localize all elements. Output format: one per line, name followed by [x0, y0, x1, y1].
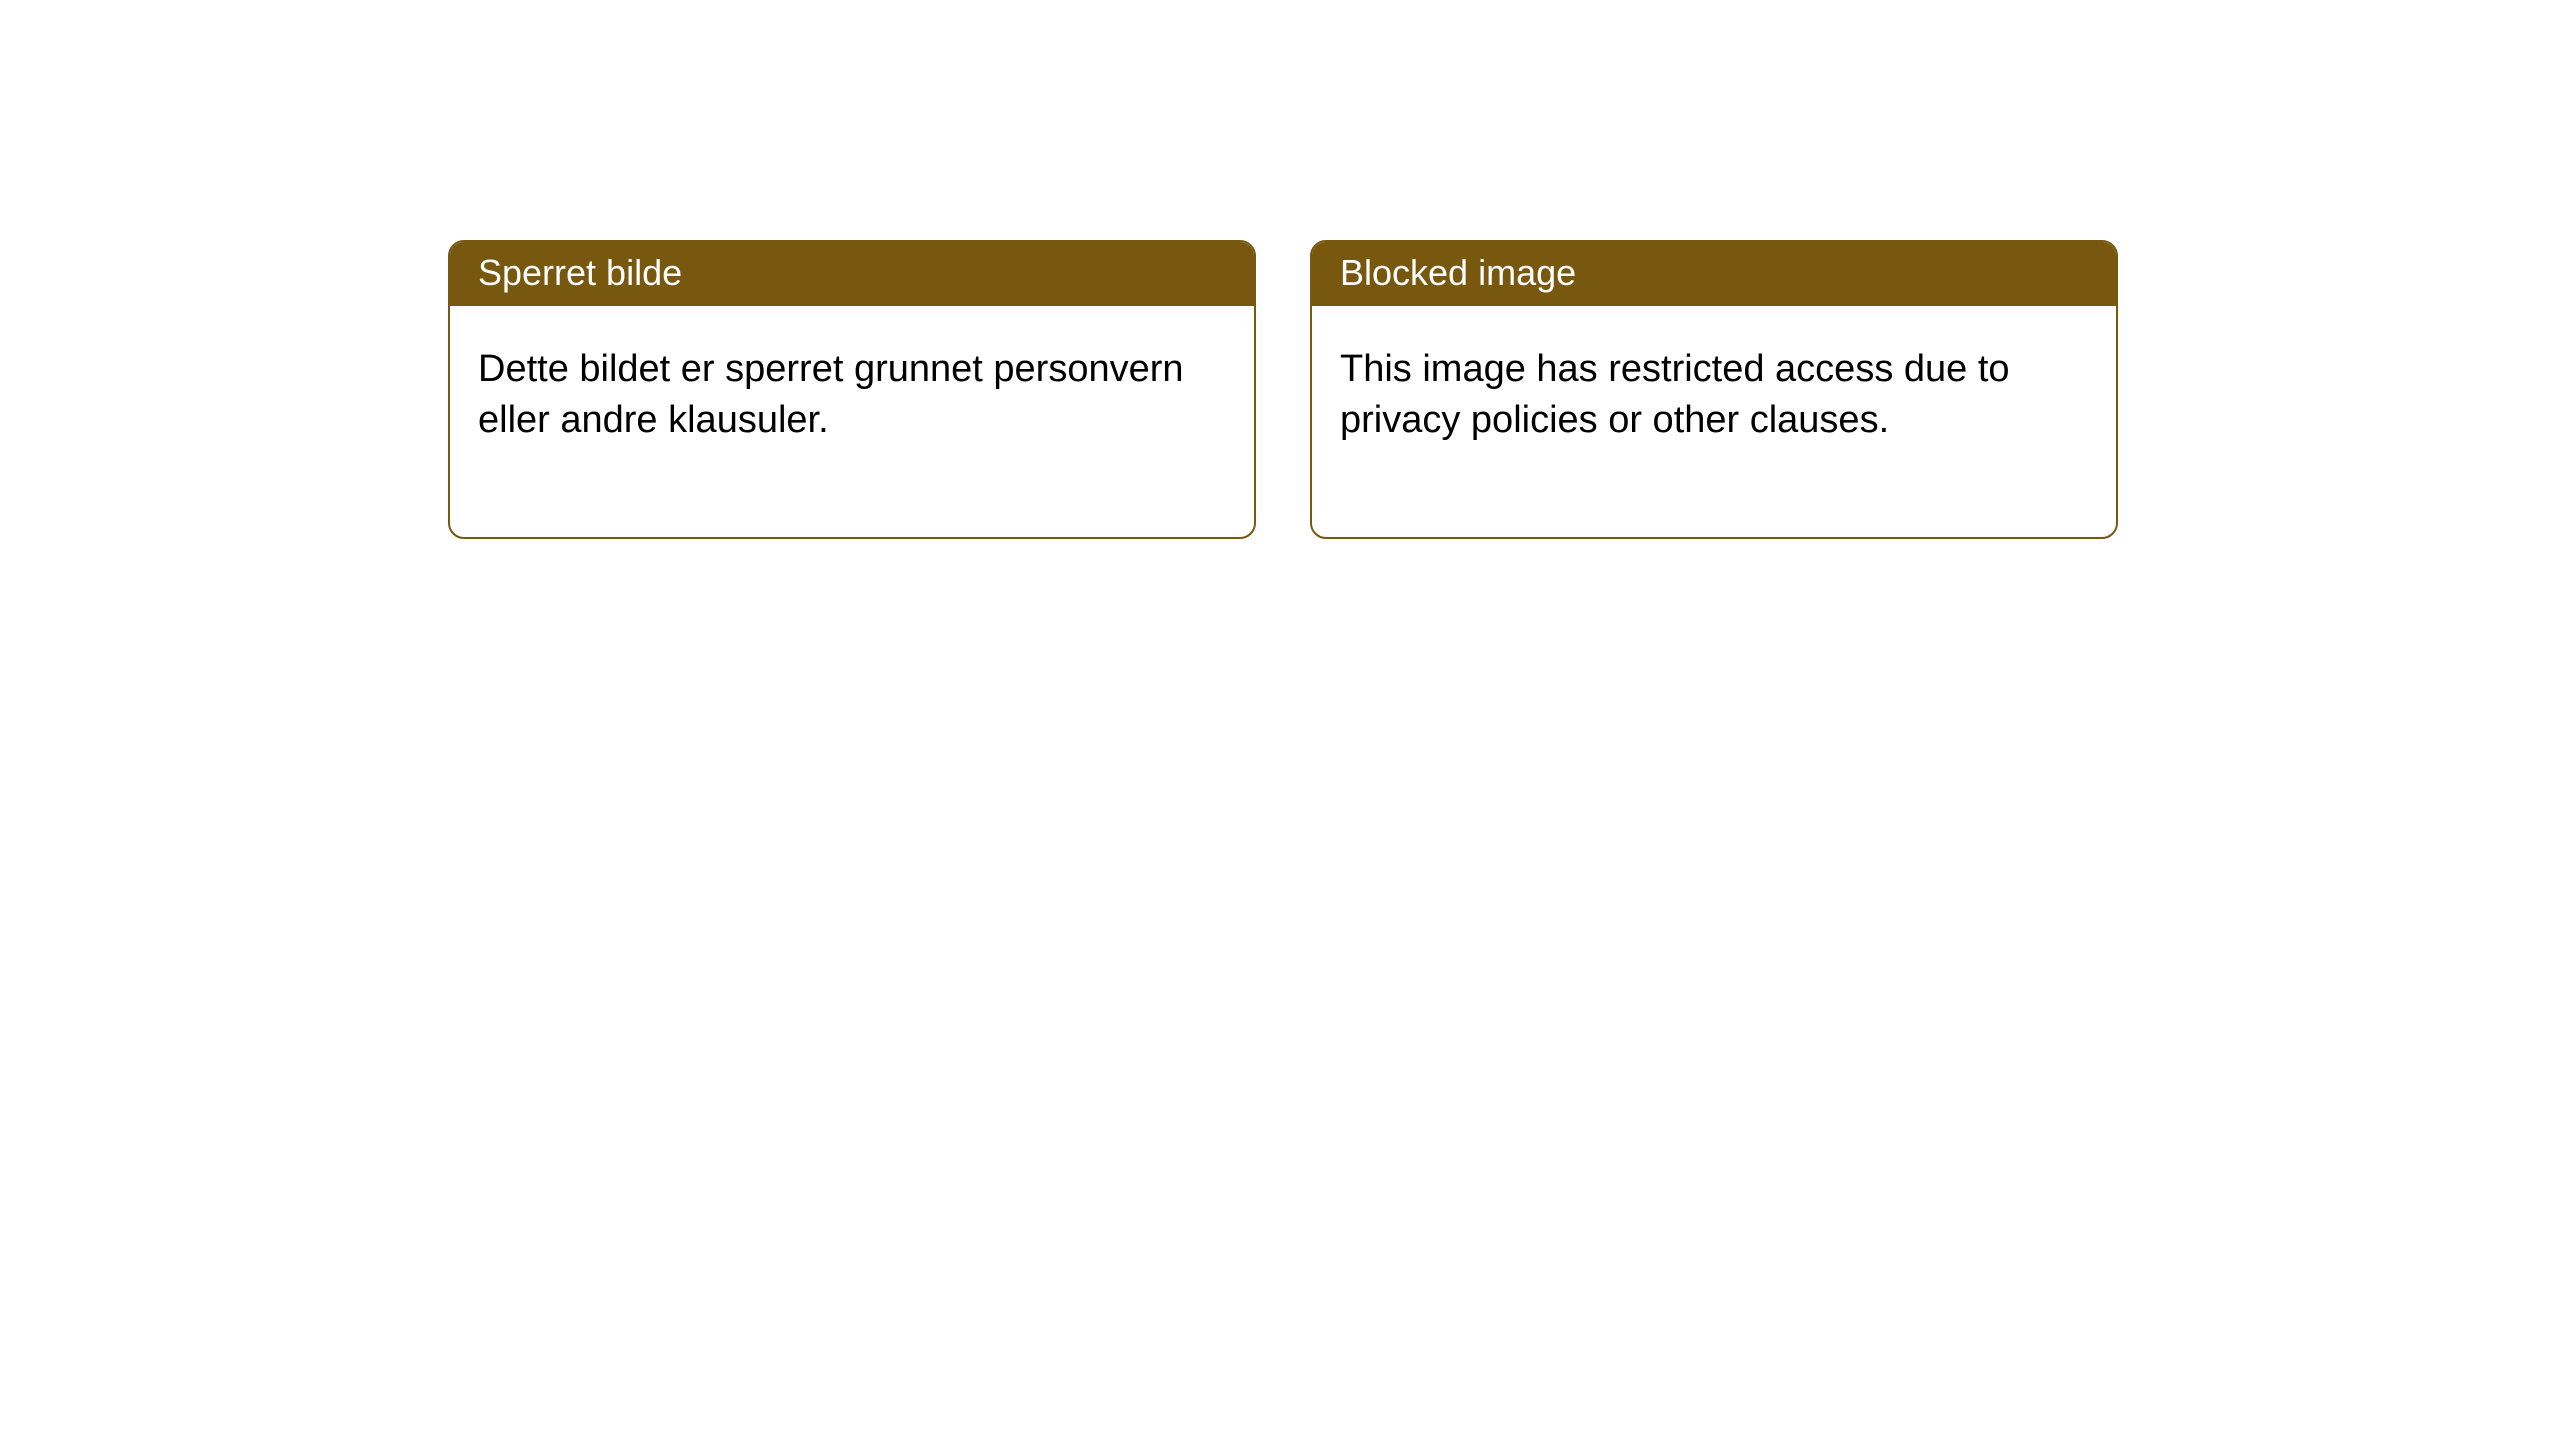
notice-header: Sperret bilde: [450, 242, 1254, 306]
notice-body: Dette bildet er sperret grunnet personve…: [450, 306, 1254, 537]
notice-header: Blocked image: [1312, 242, 2116, 306]
notice-body: This image has restricted access due to …: [1312, 306, 2116, 537]
notice-container: Sperret bilde Dette bildet er sperret gr…: [448, 240, 2118, 539]
notice-card-norwegian: Sperret bilde Dette bildet er sperret gr…: [448, 240, 1256, 539]
notice-card-english: Blocked image This image has restricted …: [1310, 240, 2118, 539]
